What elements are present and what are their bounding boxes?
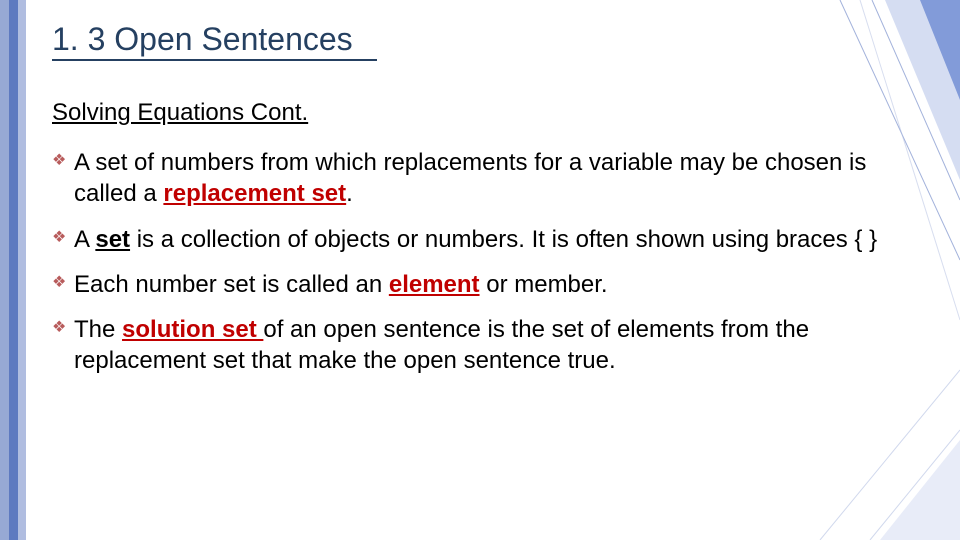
diamond-bullet-icon: ❖ <box>52 147 70 175</box>
bullet-item: ❖ A set is a collection of objects or nu… <box>52 224 882 255</box>
bullet-text: A set of numbers from which replacements… <box>74 147 882 209</box>
subtitle: Solving Equations Cont. <box>52 99 882 127</box>
bullet-item: ❖ Each number set is called an element o… <box>52 269 882 300</box>
bullet-text: The solution set of an open sentence is … <box>74 314 882 376</box>
title-underline <box>52 59 377 61</box>
vocab-term: replacement set <box>163 180 346 207</box>
vocab-term: element <box>389 271 480 298</box>
page-title: 1. 3 Open Sentences <box>52 22 882 57</box>
bold-term: set <box>95 226 130 253</box>
left-accent-stripes <box>0 0 26 540</box>
bullet-text: A set is a collection of objects or numb… <box>74 224 882 255</box>
diamond-bullet-icon: ❖ <box>52 314 70 342</box>
bullet-item: ❖ The solution set of an open sentence i… <box>52 314 882 376</box>
bullet-text: Each number set is called an element or … <box>74 269 882 300</box>
slide-content: 1. 3 Open Sentences Solving Equations Co… <box>52 22 882 390</box>
vocab-term: solution set <box>122 316 263 343</box>
bullet-item: ❖ A set of numbers from which replacemen… <box>52 147 882 209</box>
diamond-bullet-icon: ❖ <box>52 269 70 297</box>
diamond-bullet-icon: ❖ <box>52 224 70 252</box>
